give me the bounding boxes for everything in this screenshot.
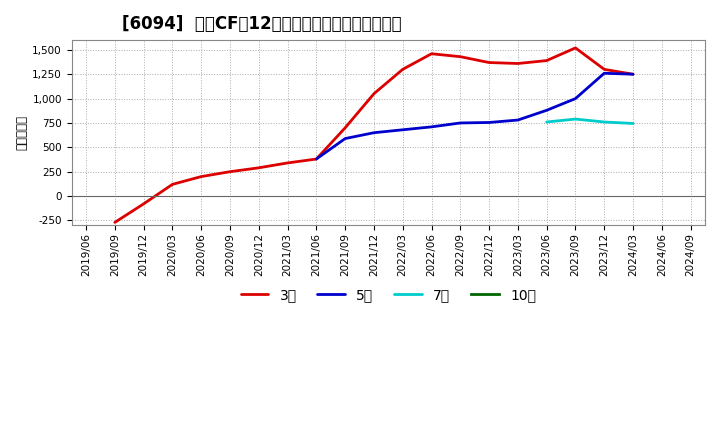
3年 bbox=[341, 125, 349, 131]
7年 bbox=[542, 119, 551, 125]
5年 bbox=[369, 130, 378, 136]
Line: 7年: 7年 bbox=[546, 119, 633, 124]
3年 bbox=[283, 160, 292, 165]
5年 bbox=[542, 108, 551, 113]
5年 bbox=[456, 120, 464, 125]
7年 bbox=[629, 121, 637, 126]
3年 bbox=[225, 169, 234, 174]
3年 bbox=[485, 60, 493, 65]
5年 bbox=[600, 70, 608, 76]
3年 bbox=[139, 201, 148, 206]
3年 bbox=[513, 61, 522, 66]
3年 bbox=[456, 54, 464, 59]
3年 bbox=[600, 67, 608, 72]
5年 bbox=[513, 117, 522, 123]
3年 bbox=[542, 58, 551, 63]
3年 bbox=[254, 165, 263, 170]
Text: [6094]  営業CFの12か月移動合計の平均値の推移: [6094] 営業CFの12か月移動合計の平均値の推移 bbox=[122, 15, 402, 33]
5年 bbox=[571, 96, 580, 101]
5年 bbox=[485, 120, 493, 125]
7年 bbox=[571, 117, 580, 122]
5年 bbox=[398, 127, 407, 132]
Y-axis label: （百万円）: （百万円） bbox=[15, 115, 28, 150]
Line: 5年: 5年 bbox=[316, 73, 633, 159]
3年 bbox=[110, 220, 119, 225]
3年 bbox=[571, 45, 580, 51]
5年 bbox=[341, 136, 349, 141]
5年 bbox=[312, 156, 320, 161]
3年 bbox=[168, 182, 176, 187]
Legend: 3年, 5年, 7年, 10年: 3年, 5年, 7年, 10年 bbox=[235, 282, 541, 307]
Line: 3年: 3年 bbox=[114, 48, 633, 222]
7年 bbox=[600, 119, 608, 125]
3年 bbox=[312, 156, 320, 161]
5年 bbox=[629, 72, 637, 77]
3年 bbox=[427, 51, 436, 56]
3年 bbox=[197, 174, 205, 179]
3年 bbox=[398, 67, 407, 72]
5年 bbox=[427, 124, 436, 129]
3年 bbox=[369, 91, 378, 96]
3年 bbox=[629, 72, 637, 77]
